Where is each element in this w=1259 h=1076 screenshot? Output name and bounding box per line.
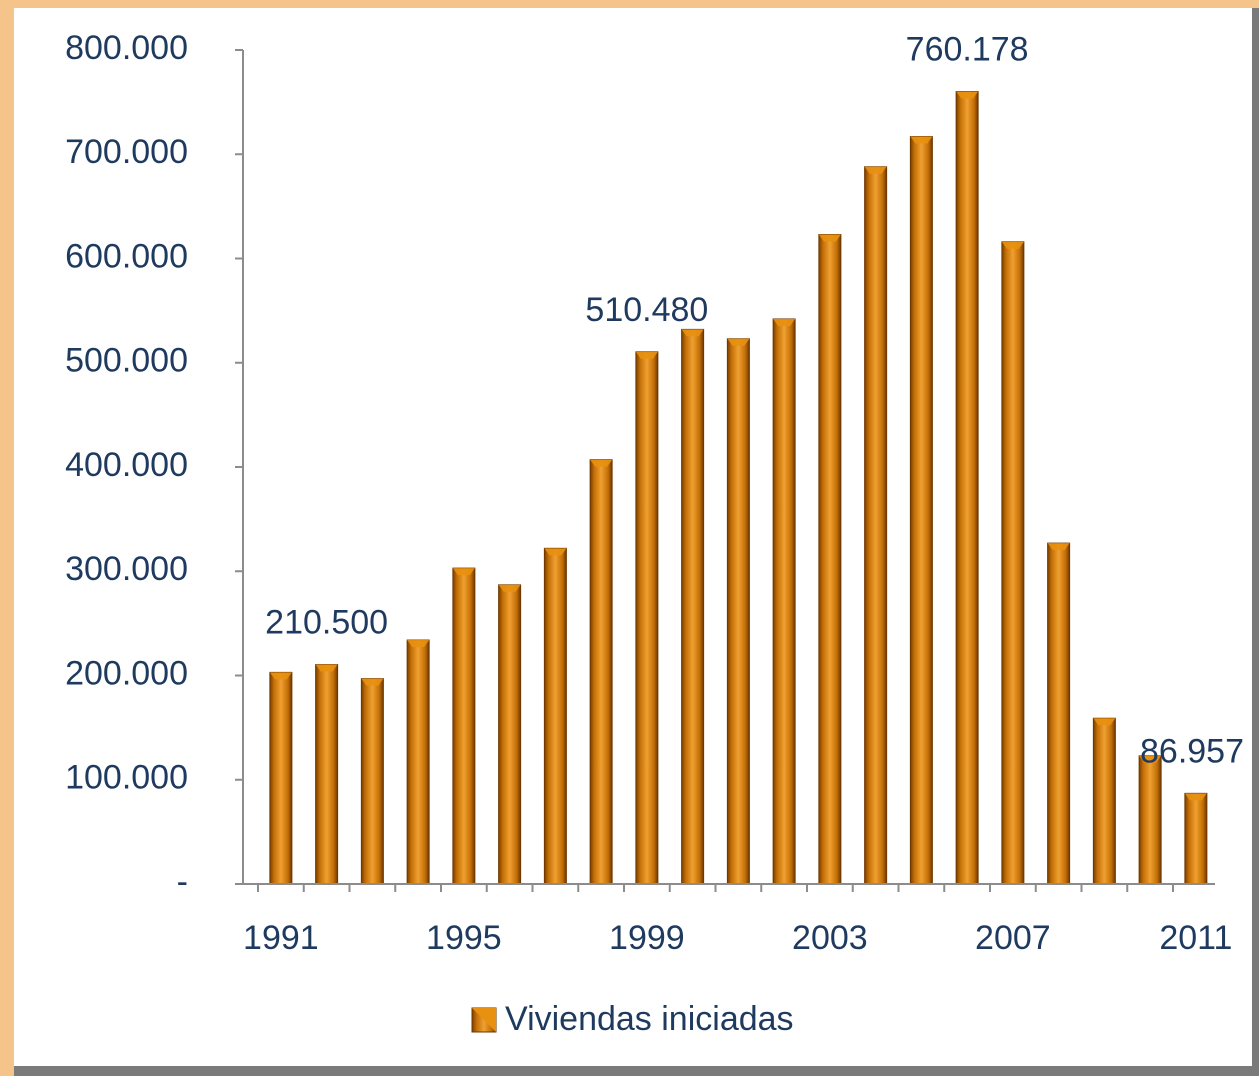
bar-bevel	[590, 459, 613, 467]
bar-bevel	[1001, 241, 1024, 249]
bar	[1001, 241, 1025, 885]
bar-bevel	[361, 678, 384, 686]
plot-background	[14, 8, 1252, 1066]
bar	[498, 584, 522, 885]
bar-bevel	[544, 548, 567, 556]
y-tick-label: 800.000	[65, 29, 188, 67]
bar-bevel	[452, 568, 475, 576]
data-label: 210.500	[265, 604, 388, 642]
bar-bevel	[315, 664, 338, 672]
y-tick-label: 100.000	[65, 759, 188, 797]
bar	[1138, 755, 1162, 885]
bar	[589, 459, 613, 885]
bar-bevel	[635, 351, 658, 359]
bar	[1184, 792, 1208, 885]
bar	[681, 328, 705, 885]
bar	[818, 234, 842, 885]
bar-bevel	[407, 640, 430, 648]
bar	[543, 547, 567, 885]
x-tick-label: 2003	[792, 919, 868, 957]
y-tick-label: 300.000	[65, 550, 188, 588]
x-tick-label: 1995	[426, 919, 502, 957]
bar	[726, 338, 750, 885]
x-tick-label: 1999	[609, 919, 685, 957]
bar-bevel	[1139, 755, 1162, 763]
y-tick-label: 700.000	[65, 133, 188, 171]
y-tick-label: 400.000	[65, 446, 188, 484]
data-label: 510.480	[585, 291, 708, 329]
bar	[864, 166, 888, 885]
bar	[452, 567, 476, 885]
legend-swatch-bevel	[472, 1008, 496, 1032]
y-tick-label: 200.000	[65, 654, 188, 692]
bar-bevel	[1047, 543, 1070, 551]
bar	[635, 351, 659, 885]
bar-bevel	[269, 672, 292, 680]
data-label: 86.957	[1140, 732, 1244, 770]
bar	[269, 671, 293, 885]
bar-bevel	[910, 136, 933, 144]
data-label: 760.178	[906, 30, 1029, 68]
bar-bevel	[864, 166, 887, 174]
bar-bevel	[1184, 793, 1207, 801]
y-tick-label: 600.000	[65, 237, 188, 275]
x-tick-label: 2007	[975, 919, 1051, 957]
bar-bevel	[1093, 718, 1116, 726]
x-tick-label: 1991	[243, 919, 319, 957]
y-tick-label: -	[177, 863, 188, 901]
bar-bevel	[956, 91, 979, 99]
bar	[406, 639, 430, 885]
bar	[1092, 717, 1116, 885]
bar-bevel	[498, 584, 521, 592]
bar	[955, 91, 979, 885]
y-tick-label: 500.000	[65, 342, 188, 380]
bar-bevel	[681, 329, 704, 337]
bar	[360, 678, 384, 885]
bar	[1047, 542, 1071, 885]
bar	[772, 318, 796, 885]
legend-label: Viviendas iniciadas	[505, 1000, 794, 1038]
bar	[909, 136, 933, 885]
bar-bevel	[818, 234, 841, 242]
bar-bevel	[773, 318, 796, 326]
x-tick-label: 2011	[1159, 919, 1232, 957]
bar-bevel	[727, 338, 750, 346]
bar	[315, 664, 339, 885]
